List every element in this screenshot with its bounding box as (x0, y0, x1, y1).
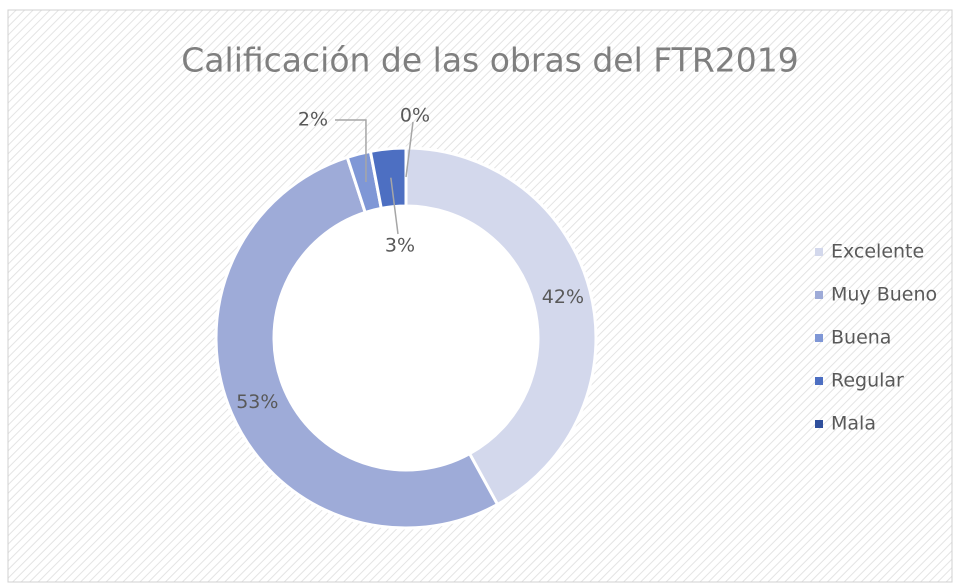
donut-hole (274, 206, 538, 470)
legend-label: Buena (831, 327, 891, 349)
legend-swatch (815, 291, 823, 299)
legend-label: Muy Bueno (831, 284, 937, 306)
legend-label: Mala (831, 413, 876, 435)
legend-swatch (815, 420, 823, 428)
data-label: 53% (236, 391, 278, 413)
legend-swatch (815, 334, 823, 342)
data-label: 3% (385, 235, 415, 257)
legend-swatch (815, 248, 823, 256)
chart-title: Calificación de las obras del FTR2019 (181, 41, 798, 80)
donut-slice (214, 155, 500, 530)
data-label: 42% (542, 286, 584, 308)
legend-swatch (815, 377, 823, 385)
data-label: 2% (298, 109, 328, 131)
legend-label: Regular (831, 370, 904, 392)
donut-slice (404, 146, 598, 507)
leader-line (390, 177, 399, 235)
leader-line (405, 121, 414, 178)
leader-line (335, 119, 367, 183)
legend-label: Excelente (831, 241, 924, 263)
data-label: 0% (400, 105, 430, 127)
